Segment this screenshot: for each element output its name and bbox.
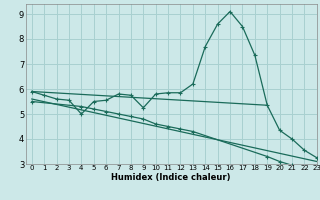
X-axis label: Humidex (Indice chaleur): Humidex (Indice chaleur): [111, 173, 231, 182]
